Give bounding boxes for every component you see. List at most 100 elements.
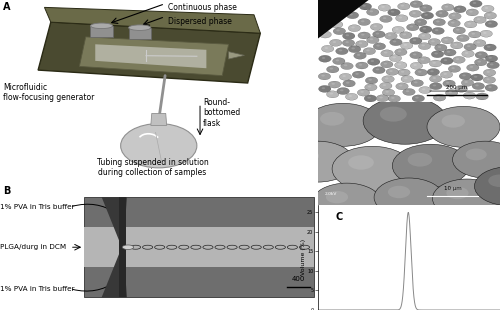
Circle shape — [393, 41, 396, 42]
Circle shape — [422, 35, 425, 37]
Circle shape — [322, 87, 325, 89]
Circle shape — [442, 4, 454, 11]
Circle shape — [465, 52, 468, 54]
Circle shape — [422, 28, 426, 29]
Circle shape — [358, 42, 362, 44]
Circle shape — [356, 73, 359, 75]
Circle shape — [384, 33, 397, 39]
Circle shape — [358, 89, 370, 96]
Circle shape — [424, 14, 428, 16]
Circle shape — [420, 26, 432, 33]
Circle shape — [348, 95, 352, 97]
Circle shape — [485, 20, 498, 28]
Circle shape — [433, 19, 446, 26]
Circle shape — [386, 91, 389, 93]
Circle shape — [412, 39, 416, 41]
Circle shape — [447, 51, 450, 53]
Circle shape — [373, 43, 386, 50]
Circle shape — [466, 9, 478, 16]
Circle shape — [344, 5, 347, 7]
Polygon shape — [318, 0, 368, 39]
Circle shape — [376, 69, 380, 70]
Circle shape — [398, 3, 410, 10]
Circle shape — [372, 31, 385, 38]
Circle shape — [381, 50, 393, 57]
Circle shape — [435, 29, 438, 31]
Circle shape — [418, 20, 421, 23]
Circle shape — [318, 73, 330, 80]
Circle shape — [473, 2, 476, 4]
Circle shape — [476, 41, 480, 43]
Circle shape — [386, 69, 398, 75]
Circle shape — [462, 50, 474, 57]
Circle shape — [326, 191, 348, 203]
Circle shape — [440, 71, 453, 78]
Circle shape — [462, 79, 473, 86]
Circle shape — [370, 10, 373, 12]
Circle shape — [482, 5, 494, 12]
Circle shape — [368, 79, 372, 81]
Circle shape — [478, 61, 481, 63]
Circle shape — [432, 28, 444, 34]
Circle shape — [421, 12, 434, 19]
Circle shape — [364, 84, 377, 91]
Circle shape — [376, 95, 388, 102]
Circle shape — [340, 4, 353, 11]
Text: Continuous phase: Continuous phase — [168, 3, 237, 12]
Circle shape — [402, 88, 415, 95]
Circle shape — [385, 78, 388, 79]
Circle shape — [361, 20, 364, 22]
Text: B: B — [3, 186, 10, 196]
Circle shape — [472, 83, 484, 90]
Circle shape — [336, 48, 348, 55]
Circle shape — [395, 28, 398, 30]
Circle shape — [322, 75, 325, 77]
Circle shape — [451, 22, 454, 24]
Circle shape — [376, 45, 380, 46]
Circle shape — [422, 88, 426, 90]
Circle shape — [330, 39, 342, 46]
Circle shape — [441, 37, 454, 44]
Circle shape — [328, 3, 331, 5]
Circle shape — [358, 19, 370, 25]
Circle shape — [410, 52, 422, 59]
Circle shape — [324, 47, 328, 49]
Circle shape — [320, 20, 324, 22]
Circle shape — [346, 93, 358, 100]
Circle shape — [400, 5, 404, 7]
Circle shape — [478, 53, 482, 55]
Circle shape — [442, 115, 465, 128]
Circle shape — [436, 10, 448, 17]
Circle shape — [337, 88, 349, 95]
Circle shape — [434, 94, 446, 101]
Polygon shape — [80, 37, 229, 76]
Circle shape — [430, 70, 434, 72]
Circle shape — [422, 7, 426, 8]
Circle shape — [486, 71, 490, 73]
Circle shape — [374, 178, 444, 217]
Circle shape — [432, 179, 500, 218]
Circle shape — [344, 64, 348, 66]
Circle shape — [430, 60, 442, 67]
Circle shape — [352, 26, 355, 29]
Circle shape — [413, 2, 416, 4]
Circle shape — [366, 9, 379, 16]
Circle shape — [372, 67, 385, 74]
Circle shape — [346, 41, 349, 43]
Circle shape — [398, 69, 410, 76]
Circle shape — [398, 64, 401, 65]
Circle shape — [380, 107, 407, 122]
Text: 1% PVA in Tris buffer: 1% PVA in Tris buffer — [0, 286, 74, 292]
Circle shape — [483, 32, 486, 34]
Circle shape — [443, 80, 456, 87]
Circle shape — [468, 23, 471, 24]
Circle shape — [348, 155, 374, 170]
Text: 2.0kV: 2.0kV — [325, 193, 337, 197]
Bar — [84, 197, 314, 298]
Circle shape — [366, 77, 378, 84]
Circle shape — [382, 84, 386, 86]
Circle shape — [414, 82, 418, 83]
Circle shape — [470, 0, 482, 7]
Circle shape — [333, 28, 345, 35]
Circle shape — [418, 33, 431, 40]
